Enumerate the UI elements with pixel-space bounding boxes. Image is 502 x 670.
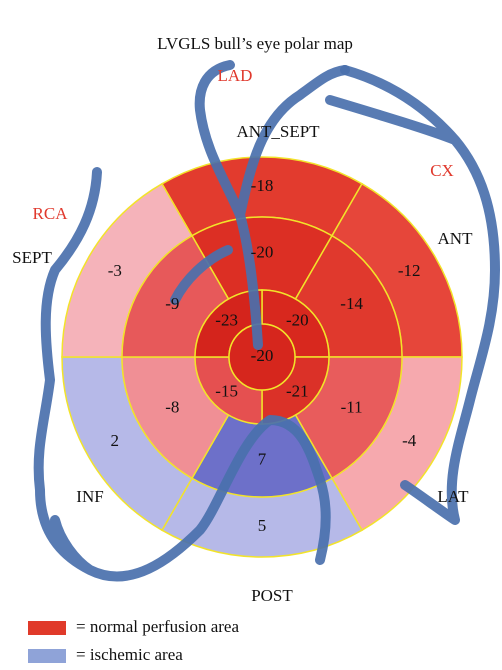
legend: = normal perfusion area = ischemic area — [28, 617, 239, 664]
segment-value: -3 — [108, 261, 122, 280]
segment-value: 7 — [258, 449, 267, 468]
wall-label: ANT_SEPT — [236, 122, 320, 141]
legend-label: = normal perfusion area — [76, 617, 239, 636]
legend-swatch — [28, 649, 66, 663]
wall-label: POST — [251, 586, 293, 605]
segment-value: -4 — [402, 431, 417, 450]
segment-value: -20 — [251, 346, 274, 365]
apex-segment — [228, 323, 296, 391]
segment-value: -21 — [286, 381, 309, 400]
segment-value: -15 — [215, 381, 238, 400]
artery-label: CX — [430, 161, 454, 180]
title: LVGLS bull’s eye polar map — [157, 34, 353, 53]
labels: -18 -12 -4 5 2 -3 -20 -14 -11 7 -8 -9 -20 -21 -15 -23 -2… — [12, 66, 473, 605]
legend-label: = ischemic area — [76, 645, 183, 664]
segment-value: -8 — [165, 398, 179, 417]
segment-value: -20 — [251, 242, 274, 261]
lad-artery — [170, 60, 350, 350]
wall-label: ANT — [438, 229, 474, 248]
rca-artery — [33, 167, 331, 582]
artery-label: RCA — [33, 204, 69, 223]
segment-value: -23 — [215, 311, 238, 330]
legend-swatch — [28, 621, 66, 635]
segment-value: -12 — [398, 261, 421, 280]
cx-artery — [325, 65, 500, 525]
coronary-arteries — [33, 60, 500, 582]
segment-value: -20 — [286, 311, 309, 330]
wall-label: LAT — [437, 487, 469, 506]
artery-label: LAD — [218, 66, 253, 85]
segment-value: -9 — [165, 294, 179, 313]
segment-value: -11 — [341, 398, 363, 417]
wall-label: INF — [76, 487, 103, 506]
segment-value: 5 — [258, 516, 267, 535]
segment-value: -18 — [251, 176, 274, 195]
segment-value: -14 — [340, 294, 363, 313]
wall-label: SEPT — [12, 248, 52, 267]
segment-value: 2 — [111, 431, 120, 450]
